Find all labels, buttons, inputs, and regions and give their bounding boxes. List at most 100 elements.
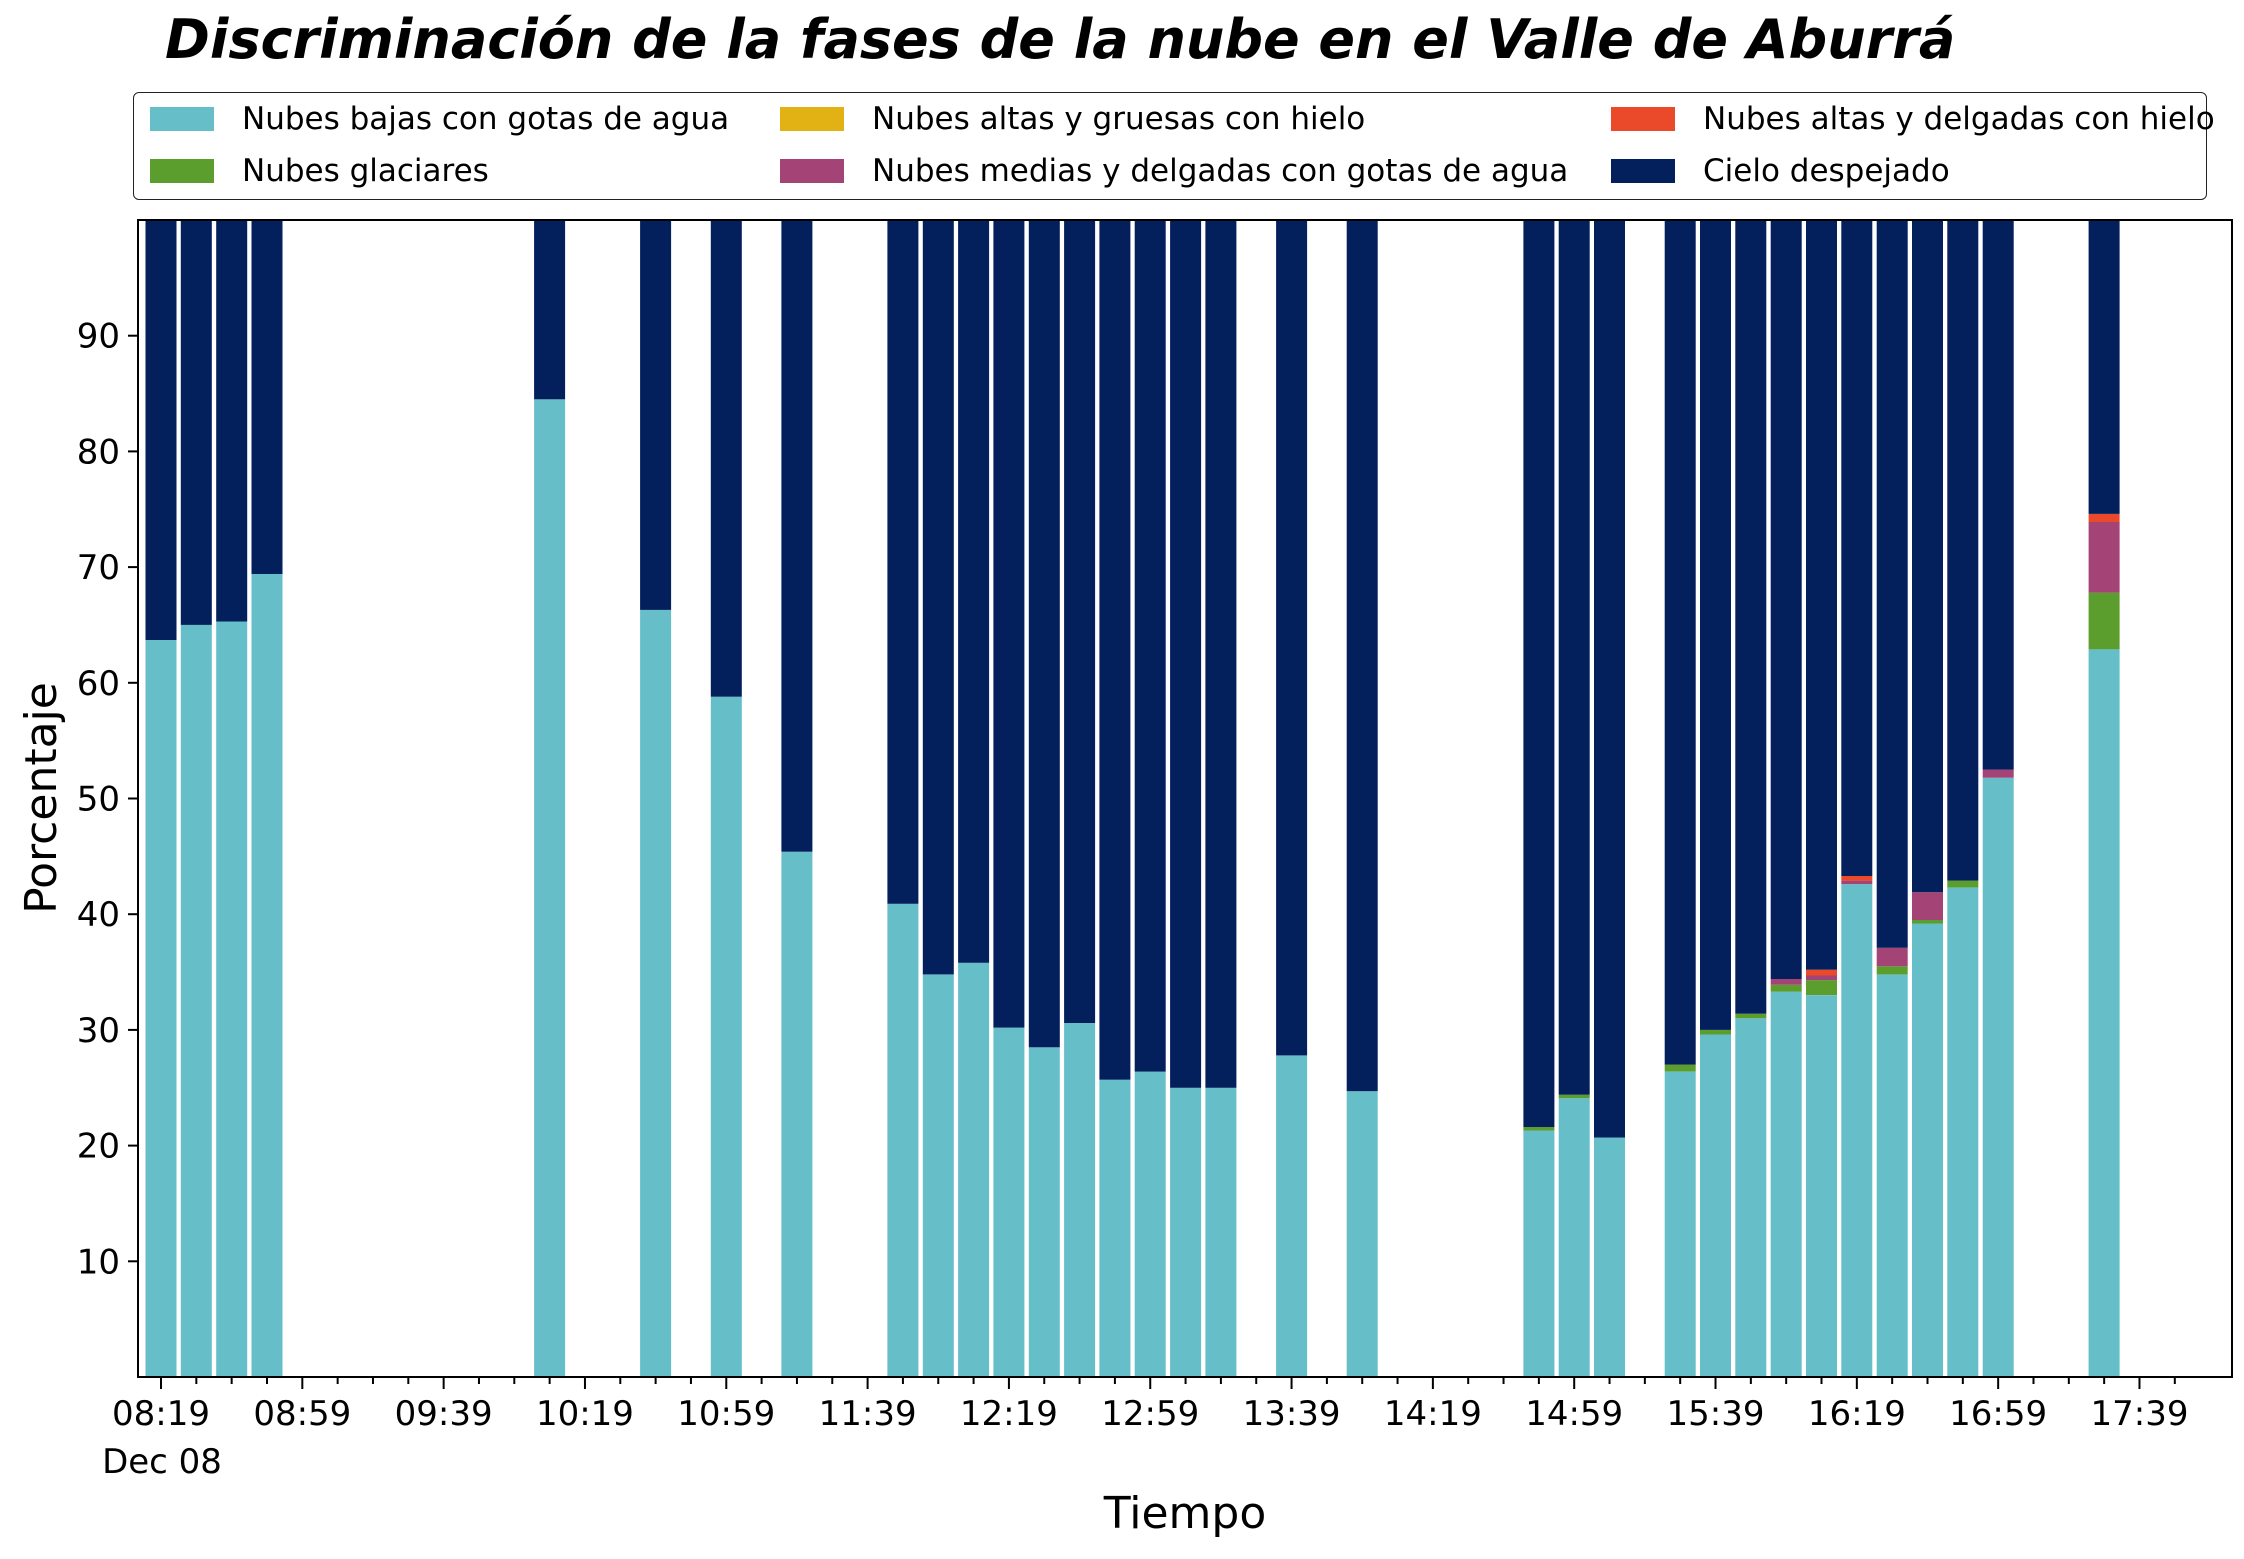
bar-1509-series-0 [1594,1137,1625,1377]
bar-1639-series-3 [1912,892,1943,920]
x-tick-label-1019: 10:19 [536,1394,634,1434]
bar-1159-series-0 [922,974,954,1377]
legend-swatch-nubes-medias [780,159,844,183]
bar-1559-series-3 [1770,979,1802,985]
bars-layer [145,220,2120,1378]
x-tick-label-1219: 12:19 [960,1394,1058,1434]
y-tick-label-20: 20 [77,1127,120,1167]
legend-swatch-nubes-altas-delgadas [1611,107,1675,131]
bar-1549-series-1 [1735,1013,1767,1019]
bar-1059-series-0 [710,696,742,1377]
y-tick-label-70: 70 [77,548,120,588]
bar-1729-series-1 [2088,592,2120,650]
x-tick-label-1059: 10:59 [677,1394,775,1434]
bar-1459-series-0 [1558,1098,1590,1377]
x-tick-label-1259: 12:59 [1101,1394,1199,1434]
bar-0839-series-5 [216,220,248,622]
legend-label-nubes-altas-gruesas: Nubes altas y gruesas con hielo [872,101,1366,137]
legend-item-nubes-bajas: Nubes bajas con gotas de agua [150,99,729,139]
y-tick-label-90: 90 [77,317,120,357]
bar-1539-series-0 [1700,1034,1731,1377]
bar-1509-series-5 [1594,220,1625,1138]
y-tick-label-30: 30 [77,1011,120,1051]
bar-1649-series-1 [1947,880,1979,888]
legend-label-nubes-altas-delgadas: Nubes altas y delgadas con hielo [1703,101,2215,137]
bar-1609-series-4 [1806,969,1837,976]
bar-1119-series-0 [781,851,813,1377]
bar-1249-series-5 [1099,220,1131,1080]
bar-1149-series-5 [887,220,919,904]
bar-1119-series-5 [781,220,813,852]
bar-1619-series-0 [1841,884,1873,1377]
bar-1259-series-0 [1134,1071,1166,1377]
bar-1319-series-0 [1205,1087,1237,1378]
bar-1609-series-0 [1806,995,1837,1377]
legend-item-nubes-altas-gruesas: Nubes altas y gruesas con hielo [780,99,1365,139]
x-axis-title: Tiempo [1103,1488,1267,1539]
x-tick-label-0819: 08:19 [112,1394,210,1434]
bar-1659-series-0 [1982,777,2014,1377]
bar-1729-series-5 [2088,220,2120,514]
bar-1459-series-1 [1558,1094,1590,1099]
bar-1359-series-5 [1346,220,1378,1092]
legend-label-nubes-glaciares: Nubes glaciares [242,153,489,189]
legend-item-cielo-despejado: Cielo despejado [1611,151,1950,191]
bar-1009-series-5 [534,220,566,400]
bar-1309-series-0 [1170,1087,1202,1378]
x-axis: 08:19 08:59 09:39 10:19 10:59 11:39 12:19 12:59… [112,1377,2188,1434]
bar-1229-series-5 [1028,220,1060,1048]
bar-1609-series-1 [1806,980,1837,996]
bar-1309-series-5 [1170,220,1202,1088]
bar-0849-series-0 [251,574,283,1377]
bar-1229-series-0 [1028,1047,1060,1377]
bar-1639-series-1 [1912,920,1943,924]
y-axis-title: Porcentaje [16,682,67,914]
legend-swatch-nubes-altas-gruesas [780,107,844,131]
bar-1449-series-0 [1523,1130,1555,1377]
bar-1619-series-5 [1841,220,1873,876]
bar-1339-series-0 [1276,1055,1308,1377]
bar-1659-series-5 [1982,220,2014,770]
bar-1449-series-5 [1523,220,1555,1128]
legend-swatch-nubes-bajas [150,107,214,131]
bar-1339-series-5 [1276,220,1308,1056]
bar-1549-series-0 [1735,1018,1767,1377]
bar-1529-series-0 [1664,1071,1696,1377]
bar-1039-series-5 [640,220,672,610]
bar-1539-series-1 [1700,1029,1731,1035]
bar-1629-series-3 [1876,947,1908,967]
x-tick-label-1659: 16:59 [1949,1394,2047,1434]
x-tick-label-1419: 14:19 [1384,1394,1482,1434]
bar-0819-series-0 [145,640,177,1377]
x-tick-label-1539: 15:39 [1667,1394,1765,1434]
bar-1729-series-4 [2088,513,2120,522]
x-date-label: Dec 08 [102,1442,222,1482]
bar-1159-series-5 [922,220,954,975]
legend-item-nubes-glaciares: Nubes glaciares [150,151,489,191]
legend-label-cielo-despejado: Cielo despejado [1703,153,1950,189]
y-tick-label-60: 60 [77,664,120,704]
x-tick-label-1739: 17:39 [2090,1394,2188,1434]
bar-1149-series-0 [887,903,919,1377]
bar-1529-series-5 [1664,220,1696,1065]
x-tick-label-0859: 08:59 [253,1394,351,1434]
legend-label-nubes-bajas: Nubes bajas con gotas de agua [242,101,730,137]
bar-1239-series-0 [1064,1023,1096,1377]
x-tick-label-0939: 09:39 [395,1394,493,1434]
y-tick-label-10: 10 [77,1242,120,1282]
y-tick-label-40: 40 [77,895,120,935]
bar-1559-series-0 [1770,991,1802,1377]
bar-1259-series-5 [1134,220,1166,1072]
bar-1359-series-0 [1346,1091,1378,1377]
bar-1649-series-0 [1947,887,1979,1377]
bar-1449-series-1 [1523,1127,1555,1131]
x-tick-label-1139: 11:39 [819,1394,917,1434]
bar-1549-series-5 [1735,220,1767,1014]
bar-1729-series-0 [2088,649,2120,1377]
y-tick-label-80: 80 [77,432,120,472]
chart-title-text: Discriminación de la fases de la nube en… [165,8,1956,71]
bar-1559-series-5 [1770,220,1802,979]
bar-1639-series-0 [1912,923,1943,1377]
bar-1609-series-5 [1806,220,1837,970]
y-tick-label-50: 50 [77,780,120,820]
